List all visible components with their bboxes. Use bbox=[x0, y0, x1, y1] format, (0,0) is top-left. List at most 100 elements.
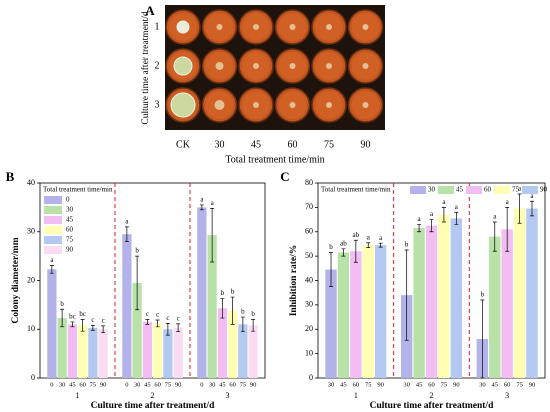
bar-tick-label: 90 bbox=[175, 381, 182, 388]
colony bbox=[253, 63, 259, 69]
legend-label: 60 bbox=[66, 226, 74, 234]
significance-label: a bbox=[518, 185, 522, 193]
colony bbox=[362, 63, 369, 69]
significance-label: b bbox=[481, 291, 485, 299]
bar bbox=[489, 236, 501, 378]
legend-label: 75 bbox=[512, 186, 520, 194]
error-bar bbox=[220, 298, 225, 319]
error-bar bbox=[210, 208, 215, 263]
significance-label: a bbox=[125, 217, 129, 225]
bar-tick-label: 0 bbox=[200, 381, 203, 388]
legend-title: Total treatment time/min bbox=[43, 186, 113, 194]
y-tick-label: 20 bbox=[305, 324, 313, 333]
significance-label: a bbox=[530, 192, 534, 200]
panel-label: A bbox=[145, 3, 155, 18]
bar bbox=[238, 324, 248, 378]
bar bbox=[350, 251, 362, 378]
legend-title: Total treatment time/min bbox=[321, 186, 391, 194]
panel-label: C bbox=[280, 169, 289, 184]
significance-label: b bbox=[231, 288, 235, 296]
significance-label: c bbox=[91, 316, 94, 324]
y-tick-label: 0 bbox=[31, 373, 35, 382]
y-axis-label: Colony diameter/mm bbox=[11, 237, 21, 323]
legend-swatch bbox=[466, 186, 482, 194]
photo-xlabel: Total treatment time/min bbox=[225, 154, 324, 165]
photo-ylabel: Culture time after treatment/d bbox=[140, 11, 151, 124]
colony bbox=[253, 102, 259, 108]
bar bbox=[57, 318, 67, 378]
colony bbox=[289, 24, 296, 30]
bar bbox=[47, 269, 57, 378]
x-tick-label: 2 bbox=[151, 391, 155, 400]
legend-swatch bbox=[44, 216, 62, 224]
significance-label: b bbox=[221, 289, 225, 297]
significance-label: a bbox=[50, 256, 54, 264]
col-label: 60 bbox=[288, 139, 298, 150]
y-tick-label: 50 bbox=[305, 251, 313, 260]
y-tick-label: 40 bbox=[305, 275, 313, 284]
legend-swatch bbox=[44, 206, 62, 214]
x-tick-label: 2 bbox=[430, 391, 434, 400]
bar-tick-label: 30 bbox=[134, 381, 141, 388]
error-bar bbox=[441, 207, 446, 223]
significance-label: c bbox=[177, 314, 180, 322]
legend-label: 45 bbox=[456, 186, 464, 194]
error-bar bbox=[480, 299, 485, 379]
bar-tick-label: 75 bbox=[165, 381, 172, 388]
x-tick-label: 1 bbox=[354, 391, 358, 400]
error-bar bbox=[60, 308, 65, 328]
bar-tick-label: 45 bbox=[69, 381, 76, 388]
y-tick-label: 30 bbox=[305, 300, 313, 309]
significance-label: a bbox=[442, 198, 446, 206]
significance-label: b bbox=[60, 300, 64, 308]
y-tick-label: 30 bbox=[27, 227, 35, 236]
bar-tick-label: 75 bbox=[441, 381, 448, 388]
legend-swatch bbox=[44, 236, 62, 244]
error-bar bbox=[70, 321, 75, 328]
col-label: 75 bbox=[324, 139, 334, 150]
legend-swatch bbox=[494, 186, 510, 194]
legend-swatch bbox=[44, 196, 62, 204]
bar bbox=[132, 282, 142, 378]
row-label: 3 bbox=[155, 99, 160, 110]
colony bbox=[170, 92, 196, 118]
error-bar bbox=[165, 323, 170, 336]
colony bbox=[289, 102, 296, 108]
error-bar bbox=[404, 249, 409, 341]
bar bbox=[67, 324, 77, 378]
bar-tick-label: 90 bbox=[453, 381, 460, 388]
legend-swatch bbox=[438, 186, 454, 194]
significance-label: a bbox=[200, 196, 204, 204]
bar-tick-label: 45 bbox=[416, 381, 423, 388]
bar-tick-label: 90 bbox=[377, 381, 384, 388]
legend-label: 90 bbox=[66, 246, 74, 254]
col-label: 45 bbox=[251, 139, 261, 150]
bar-tick-label: 60 bbox=[154, 381, 161, 388]
legend-label: 30 bbox=[428, 186, 436, 194]
bar bbox=[78, 325, 88, 378]
bar-tick-label: 60 bbox=[353, 381, 360, 388]
bar-tick-label: 75 bbox=[365, 381, 372, 388]
error-bar bbox=[329, 252, 334, 287]
legend-swatch bbox=[522, 186, 538, 194]
bar-tick-label: 90 bbox=[529, 381, 536, 388]
bar bbox=[173, 327, 183, 378]
bar bbox=[163, 329, 173, 378]
bar bbox=[98, 329, 108, 378]
colony bbox=[289, 63, 296, 69]
error-bar bbox=[176, 323, 181, 333]
y-tick-label: 10 bbox=[305, 348, 313, 357]
error-bar bbox=[101, 325, 106, 334]
error-bar bbox=[90, 325, 95, 331]
x-tick-label: 3 bbox=[505, 391, 509, 400]
bar-tick-label: 30 bbox=[403, 381, 410, 388]
significance-label: ab bbox=[340, 239, 347, 247]
error-bar bbox=[505, 207, 510, 252]
bar-tick-label: 30 bbox=[209, 381, 216, 388]
significance-label: a bbox=[211, 199, 215, 207]
significance-label: b bbox=[329, 243, 333, 251]
bar-tick-label: 0 bbox=[50, 381, 53, 388]
error-bar bbox=[492, 221, 497, 252]
colony bbox=[326, 63, 332, 69]
